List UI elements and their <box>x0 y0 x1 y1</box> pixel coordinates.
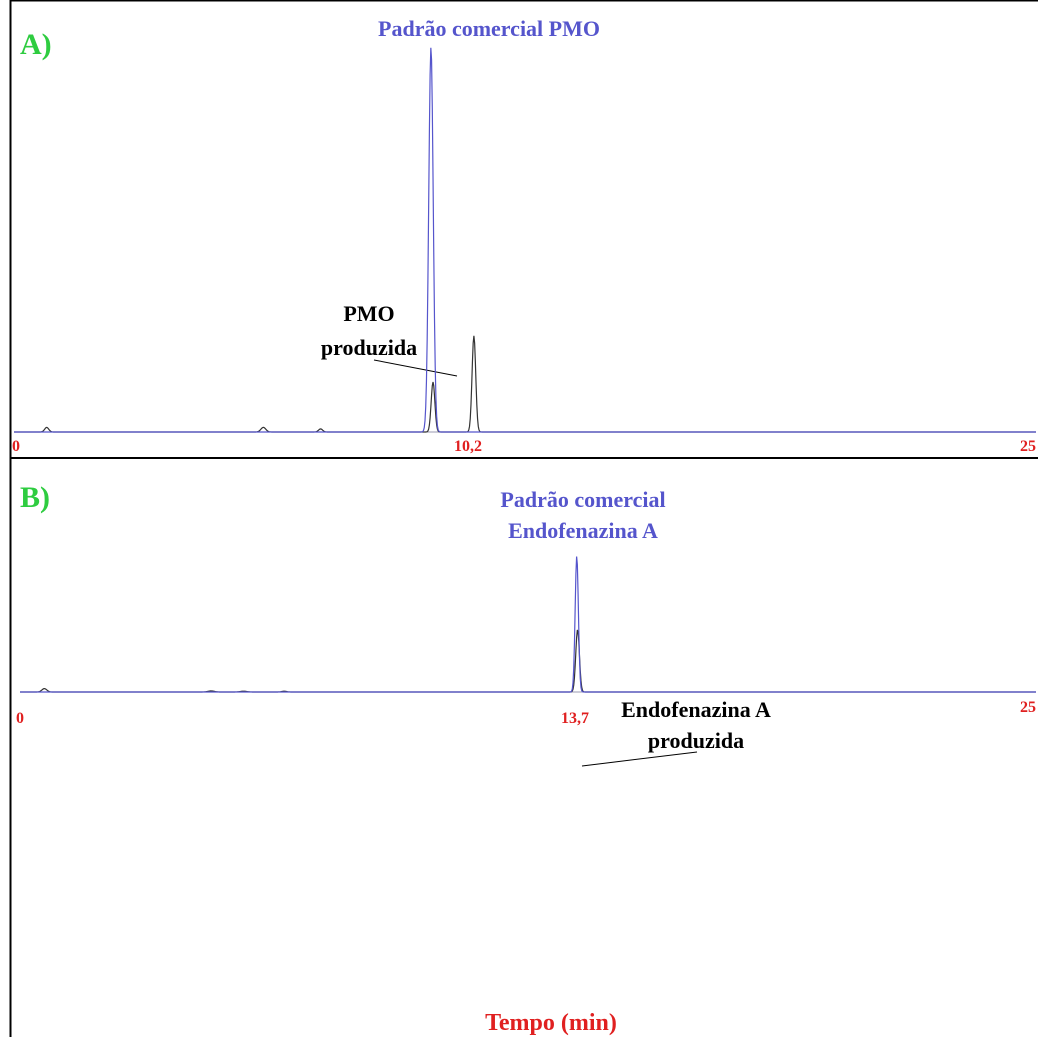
panel-a-tick-label: 25 <box>1020 438 1036 455</box>
panel-a-tick-label: 10,2 <box>454 438 482 455</box>
panel-a: A) Padrão comercial PMO PMO produzida 0 … <box>12 16 1036 455</box>
panel-b-produced-label-line2: produzida <box>648 728 744 753</box>
series-line-standard <box>14 47 1036 433</box>
panel-a-tick-label: 0 <box>12 438 20 455</box>
panel-b-tick-label: 13,7 <box>561 710 589 727</box>
panel-a-plot <box>14 47 1036 433</box>
panel-a-standard-label: Padrão comercial PMO <box>378 16 600 41</box>
panel-b-label: B) <box>20 481 50 514</box>
panel-a-produced-label-line2: produzida <box>321 335 417 360</box>
panel-b-tick-label: 0 <box>16 710 24 727</box>
panel-b: B) Padrão comercial Endofenazina A Endof… <box>16 481 1036 767</box>
panel-b-standard-label-line2: Endofenazina A <box>508 518 658 543</box>
series-line-produced <box>14 335 1036 433</box>
panel-b-plot <box>20 556 1036 693</box>
panel-b-produced-label-line1: Endofenazina A <box>621 697 771 722</box>
panel-b-tick-label: 25 <box>1020 699 1036 716</box>
panel-a-label: A) <box>20 28 52 61</box>
panel-b-produced-leader-line <box>581 751 698 767</box>
panel-a-produced-leader-line <box>373 359 458 377</box>
series-line-produced <box>20 629 1036 693</box>
x-axis-label: Tempo (min) <box>485 1010 617 1036</box>
series-line-standard <box>20 556 1036 693</box>
panel-a-produced-label-line1: PMO <box>343 301 394 326</box>
figure-frame <box>9 0 1038 1037</box>
panel-b-standard-label-line1: Padrão comercial <box>500 487 665 512</box>
